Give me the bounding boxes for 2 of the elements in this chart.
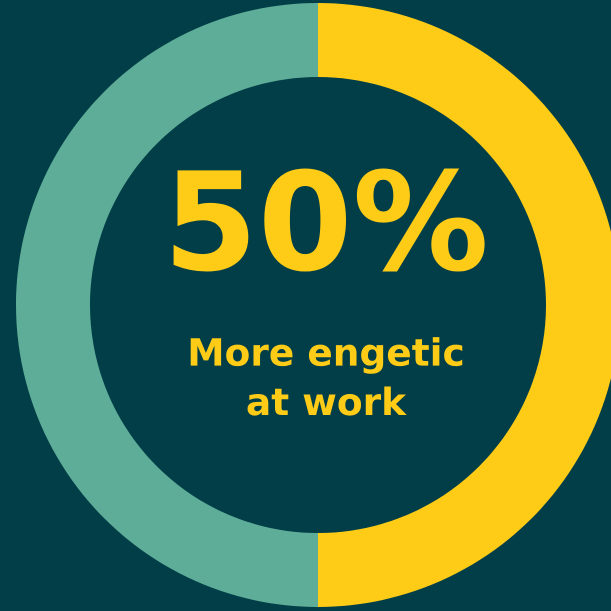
text: More engetic at work [190,337,462,416]
text: 50% [174,168,485,272]
